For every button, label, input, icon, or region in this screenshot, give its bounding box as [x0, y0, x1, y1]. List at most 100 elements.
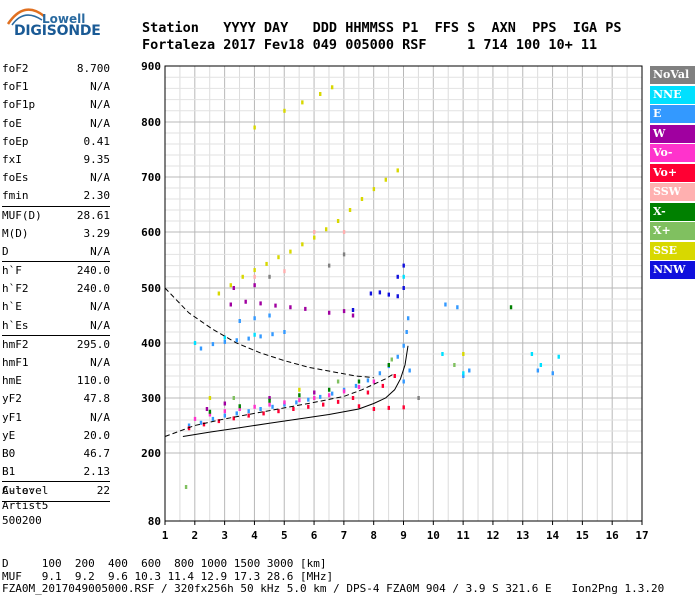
- data-point: [217, 419, 221, 424]
- data-point: [327, 387, 331, 392]
- chart-axes: 1 2 3 4 5 6 7 8 9 10 11 12 13 14 15 16 17802003004005006…: [141, 60, 649, 542]
- param-value: 0.41: [83, 134, 111, 148]
- data-point: [238, 404, 241, 409]
- data-point: [247, 409, 250, 414]
- data-point: [406, 316, 410, 321]
- y-tick-label: 700: [141, 171, 161, 184]
- data-point: [277, 409, 280, 414]
- data-point: [289, 305, 292, 310]
- data-point: [253, 332, 256, 337]
- param-value: 20.0: [83, 428, 111, 442]
- data-point: [253, 316, 256, 321]
- param-key: h`Es: [2, 318, 29, 332]
- scaled-parameters-panel: foF2 8.700 foF1 N/A foF1p N/A foE N/A foEp 0.41 fx…: [2, 60, 110, 502]
- param-row: yE 20.0: [2, 427, 110, 445]
- param-row: yF2 47.8: [2, 390, 110, 408]
- data-point: [402, 286, 405, 290]
- data-point: [274, 303, 277, 308]
- data-point: [301, 100, 304, 105]
- data-point: [259, 301, 262, 306]
- param-key: yE: [2, 428, 16, 442]
- data-point: [259, 407, 262, 411]
- param-separator: [2, 481, 110, 483]
- series-x-: [208, 305, 513, 414]
- x-tick-label: 10: [427, 529, 440, 542]
- data-point: [298, 387, 301, 392]
- data-point: [289, 249, 292, 254]
- y-tick-label: 300: [141, 392, 161, 405]
- param-row: MUF(D) 28.61: [2, 207, 110, 225]
- chart-lines: [164, 287, 409, 437]
- param-row: h`F2 240.0: [2, 280, 110, 298]
- data-point: [238, 407, 241, 411]
- data-point: [247, 413, 250, 418]
- data-point: [384, 177, 388, 182]
- param-key: D: [2, 244, 9, 258]
- data-point: [223, 401, 227, 406]
- data-point: [283, 108, 286, 113]
- x-tick-label: 7: [341, 529, 348, 542]
- data-point: [327, 310, 331, 315]
- param-key: h`F: [2, 264, 22, 278]
- x-tick-label: 8: [370, 529, 377, 542]
- logo-arc-icon: [6, 8, 45, 26]
- data-point: [342, 252, 346, 257]
- x-tick-label: 4: [251, 529, 258, 542]
- data-point: [357, 385, 361, 389]
- data-point: [330, 391, 334, 396]
- param-key: fmin: [2, 189, 29, 203]
- y-tick-label: 80: [148, 515, 161, 528]
- param-key: foEp: [2, 134, 29, 148]
- data-point: [390, 357, 393, 362]
- series-ssw: [253, 230, 346, 279]
- y-tick-label: 500: [141, 282, 161, 295]
- data-point: [271, 332, 274, 337]
- data-point: [530, 352, 534, 356]
- data-point: [199, 346, 203, 351]
- data-point: [232, 286, 235, 290]
- data-point: [405, 330, 408, 334]
- data-point: [336, 379, 340, 384]
- data-point: [301, 242, 304, 247]
- data-point: [307, 397, 310, 402]
- data-point: [268, 313, 271, 318]
- param-row: hmF2 295.0: [2, 336, 110, 354]
- param-value: 28.61: [76, 208, 110, 222]
- data-point: [193, 341, 197, 345]
- y-tick-label: 200: [141, 447, 161, 460]
- data-point: [351, 308, 355, 312]
- param-row: B1 2.13: [2, 463, 110, 481]
- logo-digisonde: DIGISONDE: [14, 23, 101, 39]
- x-tick-label: 6: [311, 529, 318, 542]
- param-row: D N/A: [2, 243, 110, 261]
- param-key: C-level: [2, 484, 49, 498]
- param-separator: [2, 205, 110, 207]
- data-point: [444, 302, 447, 307]
- data-point: [223, 413, 227, 418]
- data-point: [223, 339, 227, 344]
- x-tick-label: 1: [162, 529, 169, 542]
- legend-item: SSE: [650, 241, 695, 260]
- data-point: [441, 352, 444, 356]
- data-point: [259, 334, 262, 339]
- data-point: [208, 409, 212, 414]
- data-point: [229, 302, 232, 307]
- data-point: [456, 305, 459, 310]
- data-point: [357, 379, 361, 384]
- data-point: [327, 393, 331, 398]
- data-point: [327, 263, 331, 268]
- digisonde-logo: Lowell DIGISONDE: [2, 4, 132, 48]
- data-point: [396, 354, 399, 359]
- station-header: Station YYYY DAY DDD HHMMSS P1 FFS S AXN…: [142, 20, 622, 54]
- data-point: [387, 292, 390, 297]
- data-point: [208, 396, 212, 400]
- data-point: [229, 283, 232, 288]
- auto-code: 500200: [2, 514, 42, 527]
- data-point: [283, 269, 286, 274]
- param-value: N/A: [90, 244, 110, 258]
- series-sse: [208, 85, 465, 400]
- data-point: [372, 379, 376, 384]
- param-key: foF1: [2, 80, 29, 94]
- data-point: [223, 409, 227, 414]
- chart-series: [184, 85, 560, 489]
